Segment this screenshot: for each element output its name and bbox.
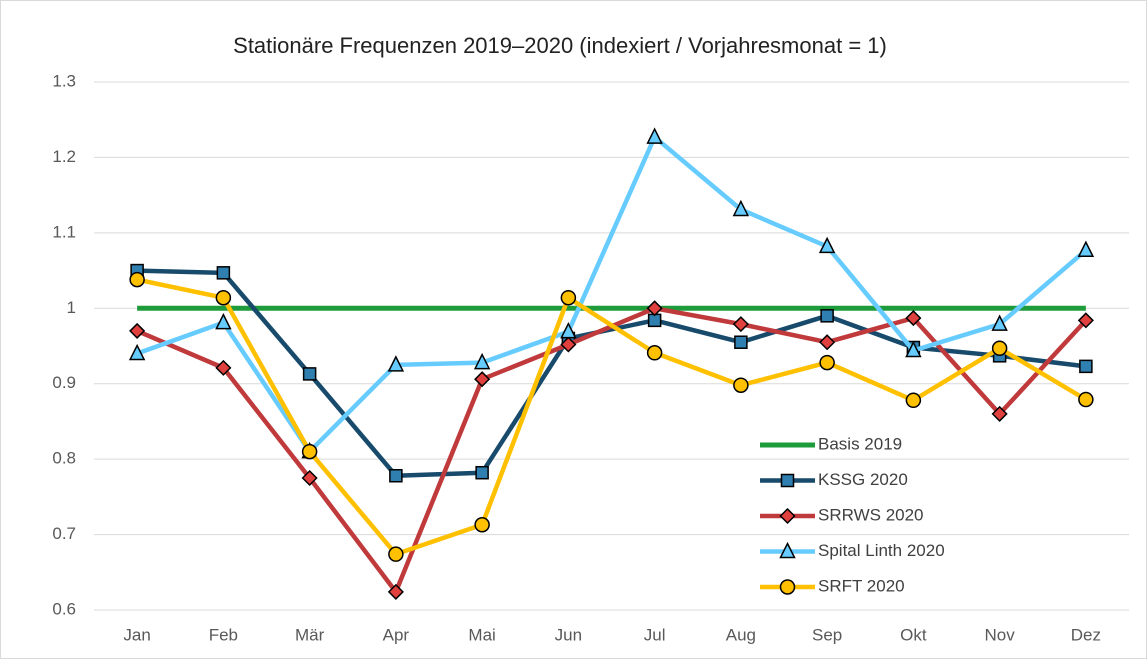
point-marker bbox=[733, 377, 749, 393]
point-marker bbox=[734, 335, 748, 349]
point-marker bbox=[475, 465, 489, 480]
legend-marker bbox=[779, 579, 796, 595]
point-marker bbox=[129, 322, 146, 339]
point-marker bbox=[1078, 391, 1094, 408]
series-line bbox=[136, 277, 1088, 557]
legend-label: Spital Linth 2020 bbox=[818, 541, 945, 560]
point-marker bbox=[387, 355, 405, 372]
y-tick-label: 1.1 bbox=[52, 222, 76, 241]
point-marker bbox=[301, 443, 318, 460]
series-line bbox=[137, 268, 1087, 478]
point-marker bbox=[560, 321, 577, 339]
point-marker bbox=[388, 546, 404, 562]
point-marker bbox=[905, 310, 922, 327]
point-marker bbox=[646, 345, 663, 361]
legend-marker bbox=[779, 507, 796, 525]
point-marker bbox=[991, 314, 1008, 331]
point-marker bbox=[1077, 312, 1094, 329]
point-marker bbox=[387, 583, 404, 600]
x-tick-label: Mai bbox=[468, 625, 495, 644]
point-marker bbox=[129, 271, 145, 288]
legend-marker bbox=[780, 473, 795, 488]
point-marker bbox=[819, 354, 835, 371]
point-marker bbox=[389, 468, 403, 483]
x-tick-label: Sep bbox=[812, 625, 842, 644]
point-marker bbox=[215, 312, 232, 330]
point-marker bbox=[560, 289, 577, 306]
point-marker bbox=[818, 236, 836, 254]
point-marker bbox=[646, 300, 663, 317]
point-marker bbox=[216, 266, 231, 280]
legend-label: Basis 2019 bbox=[818, 434, 902, 453]
point-marker bbox=[473, 352, 491, 370]
x-tick-label: Nov bbox=[985, 625, 1016, 644]
point-marker bbox=[302, 367, 317, 381]
point-marker bbox=[301, 469, 318, 487]
x-tick-label: Mär bbox=[295, 625, 325, 644]
x-tick-label: Jun bbox=[555, 625, 582, 644]
legend-label: KSSG 2020 bbox=[818, 470, 908, 489]
legend-label: SRFT 2020 bbox=[818, 576, 905, 595]
y-tick-label: 1 bbox=[67, 298, 76, 317]
point-marker bbox=[474, 517, 490, 533]
chart-title: Stationäre Frequenzen 2019–2020 (indexie… bbox=[233, 33, 887, 58]
legend-marker bbox=[779, 541, 796, 559]
point-marker bbox=[905, 340, 922, 358]
point-marker bbox=[905, 392, 922, 409]
x-tick-label: Jul bbox=[644, 625, 666, 644]
x-tick-label: Dez bbox=[1071, 625, 1101, 644]
y-tick-label: 0.8 bbox=[52, 449, 76, 468]
point-marker bbox=[732, 316, 749, 333]
y-tick-label: 0.6 bbox=[52, 599, 76, 618]
legend-label: SRRWS 2020 bbox=[818, 505, 924, 524]
point-marker bbox=[820, 309, 834, 323]
point-marker bbox=[991, 340, 1008, 357]
point-marker bbox=[732, 199, 750, 217]
x-tick-label: Jan bbox=[123, 625, 150, 644]
x-tick-label: Apr bbox=[383, 625, 410, 644]
point-marker bbox=[646, 127, 663, 144]
point-marker bbox=[1077, 240, 1095, 257]
point-marker bbox=[474, 371, 491, 388]
y-tick-label: 1.3 bbox=[52, 71, 76, 90]
point-marker bbox=[128, 343, 146, 361]
y-tick-label: 1.2 bbox=[52, 147, 76, 166]
point-marker bbox=[819, 334, 836, 351]
x-tick-label: Okt bbox=[900, 625, 927, 644]
point-marker bbox=[215, 359, 232, 376]
y-tick-label: 0.9 bbox=[52, 373, 76, 392]
x-tick-label: Aug bbox=[726, 625, 756, 644]
point-marker bbox=[560, 336, 577, 353]
point-marker bbox=[215, 289, 232, 306]
point-marker bbox=[1079, 359, 1093, 374]
point-marker bbox=[991, 405, 1008, 422]
x-tick-label: Feb bbox=[209, 625, 238, 644]
y-tick-label: 0.7 bbox=[52, 524, 76, 543]
